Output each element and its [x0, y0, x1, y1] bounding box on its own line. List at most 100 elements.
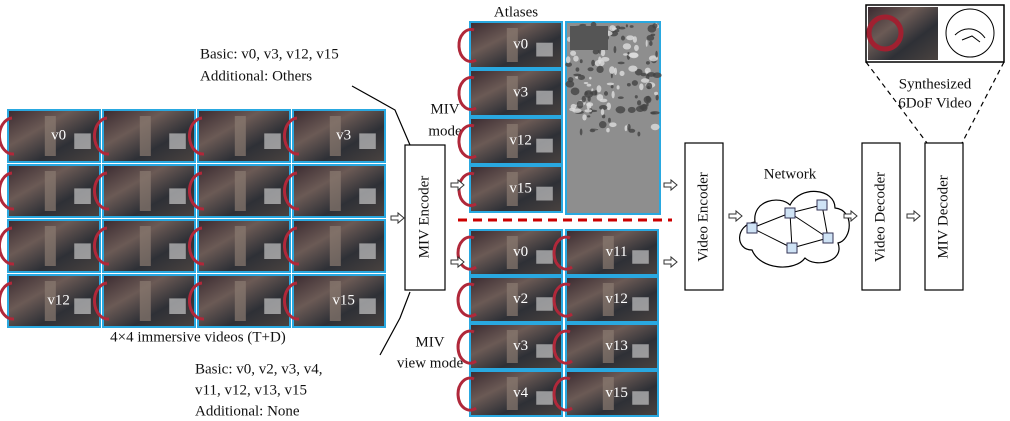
- tile-label: v11: [606, 244, 628, 260]
- tile-detail: [359, 298, 376, 314]
- tile-detail: [92, 226, 110, 266]
- miv-decoder-box: [924, 142, 964, 291]
- arrow: [843, 209, 858, 223]
- patch: [577, 74, 586, 80]
- tile-detail: [329, 116, 341, 156]
- tile-detail: [44, 281, 56, 321]
- tile-detail: [632, 297, 649, 311]
- patch: [600, 108, 605, 116]
- patch: [634, 68, 643, 76]
- tile-detail: [44, 171, 56, 211]
- tile-detail: [457, 124, 477, 159]
- tile-detail: [139, 116, 151, 156]
- patch: [618, 26, 626, 30]
- patch: [628, 128, 636, 133]
- patch: [592, 48, 599, 55]
- tile-label: v15: [605, 385, 628, 401]
- patch: [631, 80, 638, 86]
- tile-detail: [0, 171, 15, 211]
- tile-detail: [602, 283, 614, 316]
- patch: [646, 34, 655, 41]
- patch: [587, 67, 594, 72]
- block-label: MIV Encoder: [416, 176, 432, 259]
- patch: [650, 111, 660, 115]
- patch: [609, 66, 615, 74]
- patch: [613, 45, 617, 54]
- arrow: [663, 178, 678, 192]
- patch: [640, 78, 650, 83]
- tile-detail: [359, 243, 376, 259]
- tile-detail: [536, 42, 553, 57]
- view-mode-note: Basic: v0, v2, v3, v4,: [195, 361, 323, 377]
- tile-detail: [536, 186, 553, 201]
- tile-label: v12: [47, 292, 70, 308]
- tile-detail: [264, 298, 281, 314]
- tile-label: v3: [513, 338, 528, 354]
- tile-detail: [602, 377, 614, 410]
- tile-detail: [282, 116, 300, 156]
- tile-detail: [536, 250, 553, 264]
- tile-detail: [632, 391, 649, 405]
- patch: [565, 62, 572, 67]
- tile-detail: [632, 344, 649, 358]
- atlases-title: Atlases: [494, 4, 538, 20]
- patch: [610, 84, 614, 89]
- tile-detail: [602, 330, 614, 363]
- tile-detail: [632, 250, 649, 264]
- tile-detail: [457, 28, 477, 63]
- tile-detail: [74, 298, 91, 314]
- patch: [599, 105, 608, 111]
- patch: [590, 90, 598, 96]
- patch: [584, 91, 588, 96]
- patch: [639, 83, 644, 91]
- tile-detail: [44, 226, 56, 266]
- output-image: [865, 4, 1005, 63]
- miv-mode-label: mode: [428, 123, 462, 139]
- tile-detail: [552, 329, 573, 365]
- patch: [565, 80, 575, 88]
- tile-detail: [264, 188, 281, 204]
- patch: [591, 88, 594, 92]
- patch: [628, 65, 638, 72]
- tile-detail: [234, 281, 246, 321]
- tile-detail: [282, 226, 300, 266]
- tile-detail: [359, 188, 376, 204]
- patch: [608, 117, 611, 123]
- patch: [645, 61, 650, 65]
- patch: [570, 26, 608, 50]
- block-label: Video Decoder: [872, 172, 888, 262]
- tile-detail: [264, 133, 281, 149]
- patch: [600, 48, 606, 57]
- patch: [655, 94, 659, 101]
- arrow: [450, 178, 465, 192]
- patch: [582, 114, 587, 121]
- video-decoder-box: [861, 142, 901, 291]
- tile-label: v12: [605, 291, 628, 307]
- tile-detail: [506, 172, 518, 206]
- tile-detail: [457, 172, 477, 207]
- patch: [628, 52, 639, 58]
- tile-detail: [536, 391, 553, 405]
- patch: [606, 82, 615, 86]
- tile-detail: [92, 171, 110, 211]
- view-mode-label: MIV: [415, 334, 444, 350]
- patch: [646, 72, 656, 77]
- tile-detail: [169, 188, 186, 204]
- patch: [617, 96, 624, 99]
- output-label: Synthesized: [899, 76, 972, 92]
- patch: [589, 76, 592, 80]
- patch: [606, 102, 611, 111]
- patch: [655, 50, 658, 58]
- patch: [646, 82, 653, 90]
- tile-detail: [234, 171, 246, 211]
- patch: [615, 106, 626, 114]
- leader-line: [351, 85, 411, 146]
- tile-detail: [0, 281, 15, 321]
- patch: [619, 70, 625, 76]
- tile-detail: [506, 377, 518, 410]
- patch: [627, 106, 636, 113]
- patch: [576, 100, 584, 109]
- tile-detail: [506, 76, 518, 110]
- network-nodes: [746, 199, 834, 254]
- tile-detail: [282, 171, 300, 211]
